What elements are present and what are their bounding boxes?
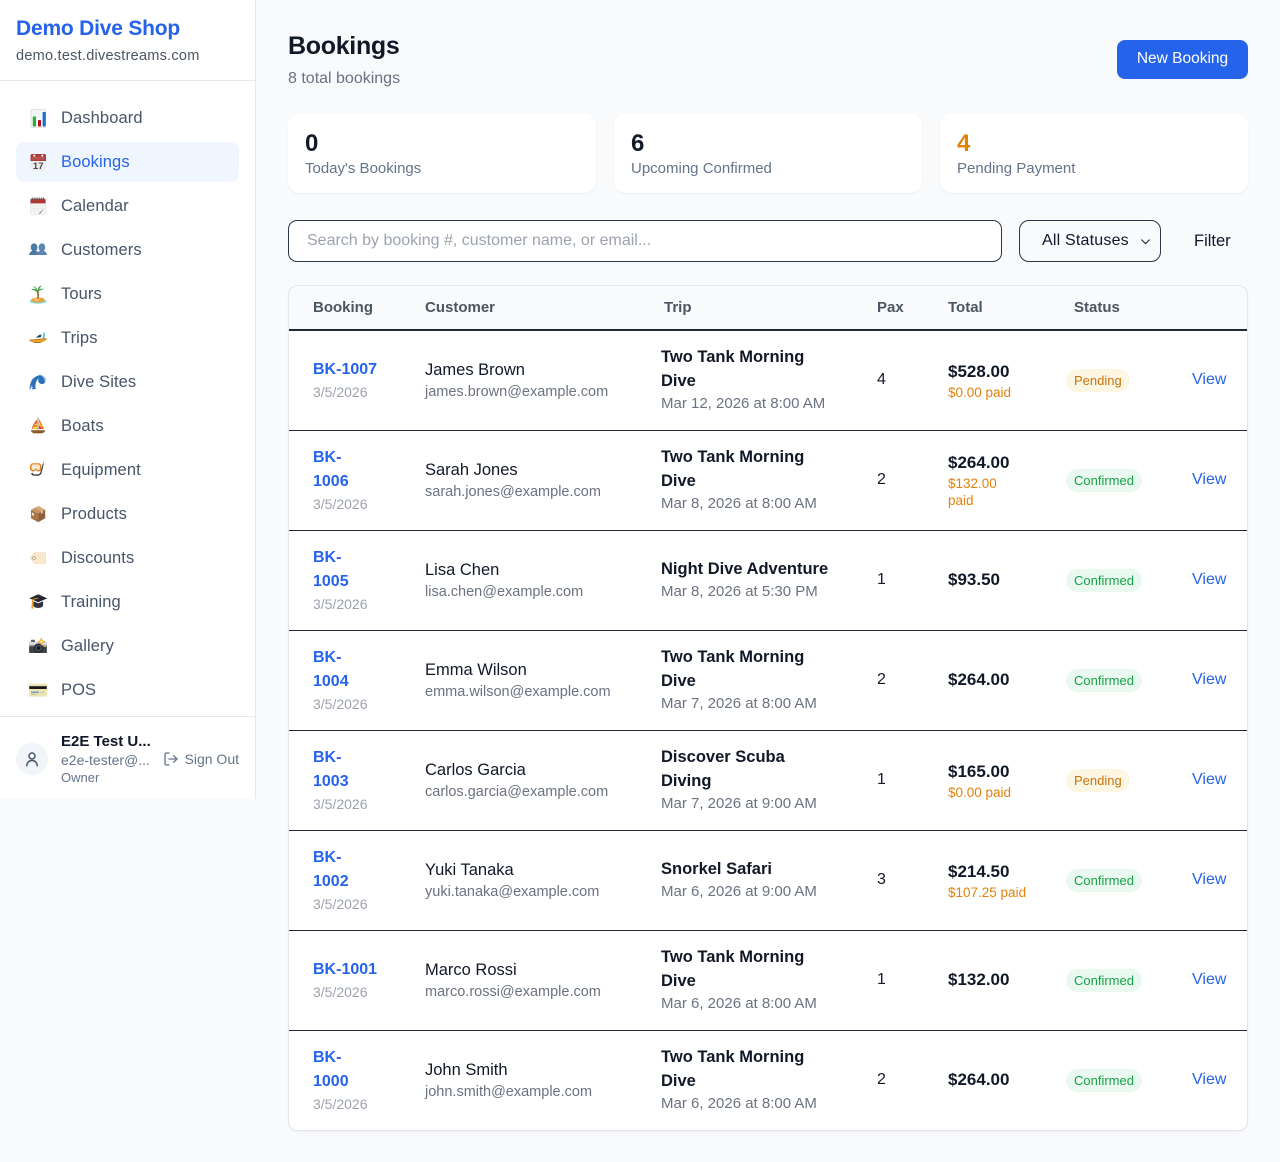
svg-text:17: 17 [33, 161, 44, 172]
